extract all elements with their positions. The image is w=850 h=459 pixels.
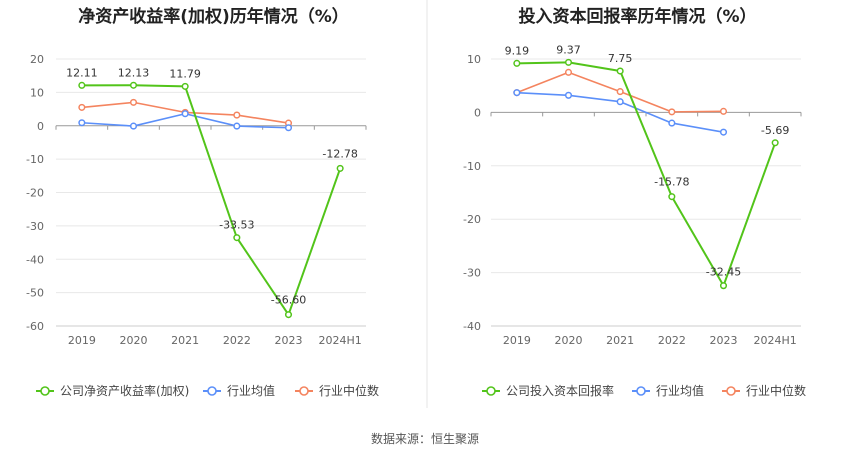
legend-label: 行业中位数: [746, 383, 806, 398]
x-tick-label: 2022: [223, 334, 251, 347]
data-point: [284, 311, 293, 319]
data-label: -12.78: [322, 147, 357, 160]
legend-label: 行业均值: [656, 383, 704, 398]
x-tick-label: 2020: [120, 334, 148, 347]
data-point: [616, 88, 624, 96]
legend-label: 公司投入资本回报率: [506, 383, 614, 398]
x-tick-label: 2023: [710, 334, 738, 347]
x-tick-label: 2019: [68, 334, 96, 347]
y-tick-label: -30: [463, 267, 481, 280]
x-tick-label: 2024H1: [754, 334, 797, 347]
data-point: [668, 119, 676, 127]
data-point: [513, 89, 521, 97]
x-tick-label: 2019: [503, 334, 531, 347]
legend-marker: [486, 386, 496, 396]
x-tick-label: 2024H1: [319, 334, 362, 347]
legend-label: 公司净资产收益率(加权): [60, 383, 189, 398]
data-label: 9.37: [556, 43, 581, 56]
data-point: [668, 108, 676, 116]
data-point: [616, 98, 624, 106]
data-point: [233, 234, 241, 242]
data-point: [719, 282, 728, 290]
y-tick-label: -50: [26, 287, 44, 300]
y-tick-label: -40: [26, 253, 44, 266]
y-tick-label: -30: [26, 220, 44, 233]
y-tick-label: -60: [26, 320, 44, 333]
y-tick-label: -10: [26, 153, 44, 166]
data-point: [564, 91, 573, 99]
data-point: [719, 128, 728, 136]
y-tick-label: -40: [463, 320, 481, 333]
legend-marker: [726, 386, 736, 396]
data-point: [233, 111, 241, 119]
x-tick-label: 2023: [275, 334, 303, 347]
x-tick-label: 2021: [171, 334, 199, 347]
data-point: [181, 82, 189, 90]
data-label: 12.13: [118, 66, 150, 79]
legend-marker: [207, 386, 217, 396]
chart-title-roic: 投入资本回报率历年情况（%）: [518, 7, 757, 27]
data-point: [771, 139, 779, 147]
y-tick-label: 0: [474, 106, 481, 119]
y-tick-label: 10: [467, 53, 481, 66]
data-point: [336, 164, 344, 172]
y-tick-label: -20: [26, 187, 44, 200]
legend-marker: [299, 386, 309, 396]
y-tick-label: -20: [463, 213, 481, 226]
data-point: [668, 193, 676, 201]
data-point: [78, 81, 86, 89]
data-label: 11.79: [169, 67, 201, 80]
data-label: -15.78: [654, 176, 689, 189]
data-point: [513, 59, 521, 67]
data-source: 数据来源：恒生聚源: [370, 432, 479, 446]
y-tick-label: 0: [37, 120, 44, 133]
data-point: [181, 110, 189, 118]
legend-marker: [40, 386, 50, 396]
data-label: 9.19: [505, 44, 530, 57]
data-label: -56.60: [271, 294, 306, 307]
data-point: [129, 98, 138, 106]
legend-label: 行业均值: [227, 383, 275, 398]
data-point: [564, 68, 573, 76]
legend-marker: [636, 386, 646, 396]
data-label: -32.45: [706, 266, 741, 279]
x-tick-label: 2022: [658, 334, 686, 347]
data-label: 12.11: [66, 66, 98, 79]
x-tick-label: 2021: [606, 334, 634, 347]
y-tick-label: -10: [463, 160, 481, 173]
data-point: [78, 103, 86, 111]
data-label: -5.69: [761, 124, 789, 137]
legend-label: 行业中位数: [319, 383, 379, 398]
x-tick-label: 2020: [555, 334, 583, 347]
data-label: 7.75: [608, 52, 633, 65]
y-tick-label: 10: [30, 86, 44, 99]
data-point: [78, 119, 86, 127]
data-point: [129, 122, 138, 130]
data-point: [616, 67, 624, 75]
data-point: [564, 58, 573, 66]
series-line: [516, 61, 777, 287]
data-point: [284, 124, 293, 132]
chart-title-roe: 净资产收益率(加权)历年情况（%）: [78, 7, 349, 27]
data-point: [719, 107, 728, 115]
data-label: -33.53: [219, 219, 254, 232]
series-line: [81, 84, 342, 316]
data-point: [129, 81, 138, 89]
data-point: [233, 122, 241, 130]
y-tick-label: 20: [30, 53, 44, 66]
